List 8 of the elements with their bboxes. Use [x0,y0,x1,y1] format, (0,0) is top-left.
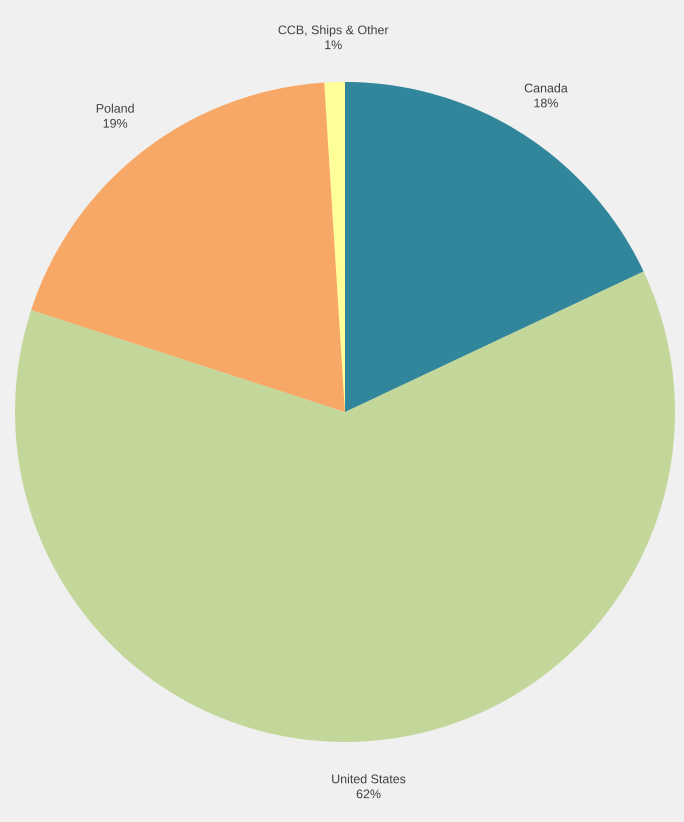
slice-label: Poland [96,104,134,113]
data-label: 19% [104,118,128,128]
slice-label: United States [332,774,406,784]
data-label: 18% [534,98,558,108]
data-label: 1% [325,40,342,50]
slice-label: CCB, Ships & Other [278,25,388,37]
slice-label: Canada [524,83,568,92]
data-label: 62% [356,789,381,798]
